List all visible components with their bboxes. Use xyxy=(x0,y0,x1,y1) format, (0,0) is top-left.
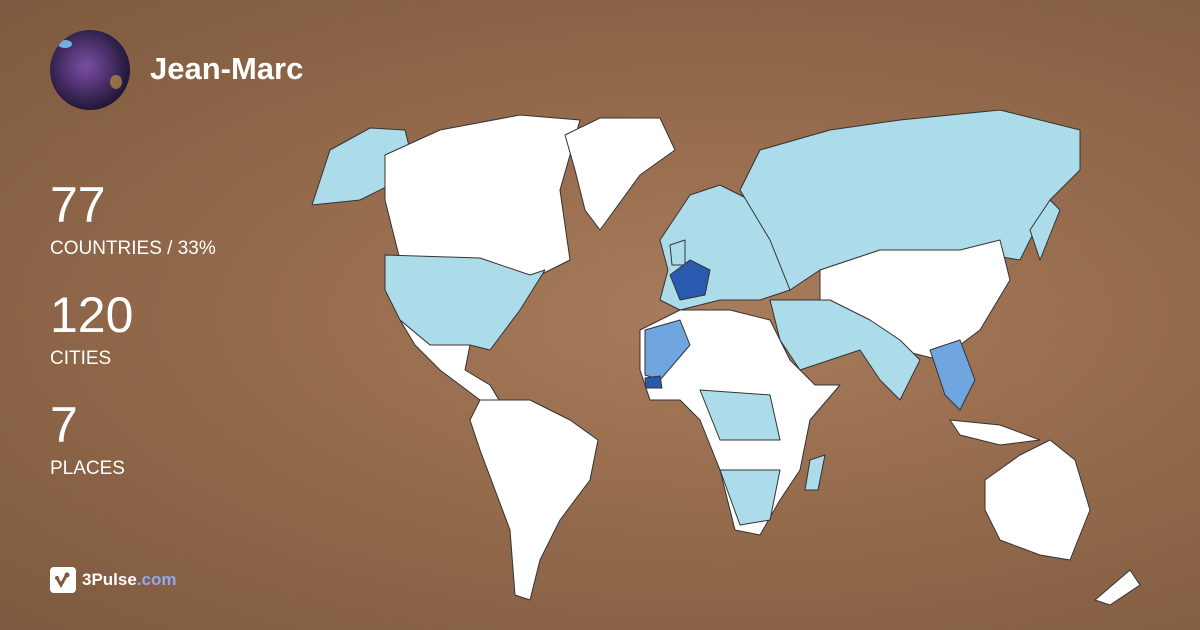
avatar[interactable] xyxy=(50,30,130,110)
country-japan[interactable] xyxy=(1029,199,1061,261)
country-indonesia[interactable] xyxy=(949,419,1041,446)
cities-value: 120 xyxy=(50,287,134,343)
brand-name: 3Pulse xyxy=(82,570,137,589)
country-usa[interactable] xyxy=(384,254,546,351)
country-senegal[interactable] xyxy=(644,375,663,389)
stat-cities: 120 CITIES xyxy=(50,290,133,370)
country-new-zealand[interactable] xyxy=(1094,569,1141,606)
country-france[interactable] xyxy=(669,259,711,301)
country-mexico[interactable] xyxy=(399,319,506,411)
stat-countries: 77 COUNTRIES / 33% xyxy=(50,180,216,260)
country-australia[interactable] xyxy=(984,439,1091,561)
region-southeast-asia[interactable] xyxy=(929,339,976,411)
region-southern-africa[interactable] xyxy=(719,469,781,526)
country-morocco[interactable] xyxy=(644,319,691,381)
country-madagascar[interactable] xyxy=(804,454,826,491)
brand-logo[interactable]: 3Pulse.com xyxy=(50,567,177,593)
countries-value: 77 xyxy=(50,177,106,233)
country-canada[interactable] xyxy=(384,114,581,281)
places-value: 7 xyxy=(50,397,78,453)
countries-label: COUNTRIES / 33% xyxy=(50,238,216,259)
pulse-logo-icon xyxy=(50,567,76,593)
brand-domain: .com xyxy=(136,570,177,589)
country-greenland[interactable] xyxy=(564,117,676,231)
country-uk[interactable] xyxy=(669,239,686,266)
stat-places: 7 PLACES xyxy=(50,400,125,480)
profile-name: Jean-Marc xyxy=(150,51,304,86)
continent-south-america[interactable] xyxy=(469,399,599,601)
cities-label: CITIES xyxy=(50,348,112,369)
region-middle-east-india[interactable] xyxy=(769,299,921,401)
region-central-africa[interactable] xyxy=(699,389,781,441)
places-label: PLACES xyxy=(50,458,125,479)
